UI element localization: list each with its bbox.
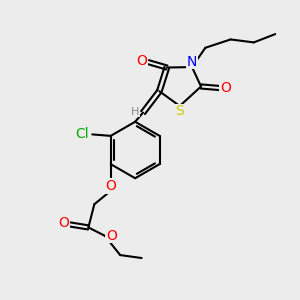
Text: S: S [175,104,184,118]
Text: N: N [187,55,197,69]
Text: O: O [220,81,231,95]
Text: O: O [106,229,117,243]
Text: Cl: Cl [75,128,89,141]
Text: O: O [136,54,147,68]
Text: H: H [131,107,140,117]
Text: O: O [105,179,116,193]
Text: O: O [58,216,69,230]
